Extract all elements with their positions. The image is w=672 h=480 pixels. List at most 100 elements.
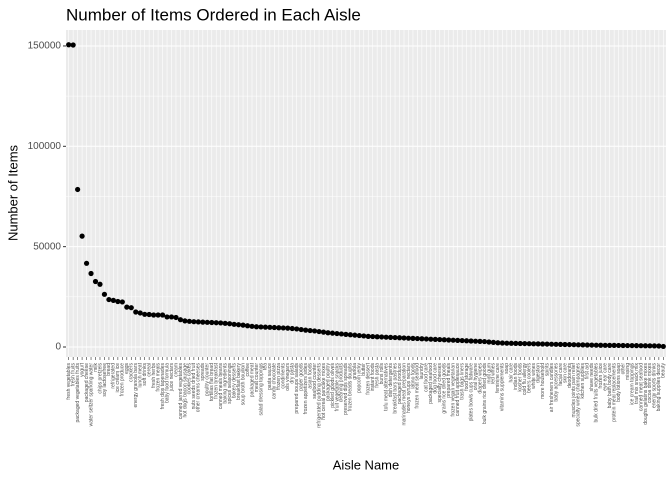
point bbox=[495, 340, 501, 346]
x-tick-label: first aid bbox=[585, 363, 591, 379]
x-tick-label: lunch meat bbox=[138, 362, 144, 387]
point bbox=[356, 332, 362, 339]
x-tick-label: laundry bbox=[419, 363, 425, 380]
point bbox=[240, 322, 246, 328]
y-tick-label: 0 bbox=[55, 342, 61, 353]
point bbox=[620, 342, 626, 349]
point bbox=[455, 337, 461, 343]
point bbox=[173, 314, 179, 321]
x-tick-label: soup broth bouillon bbox=[240, 363, 246, 405]
x-tick-label: missing bbox=[625, 363, 631, 380]
point bbox=[182, 318, 188, 324]
x-tick-label: prepared soups salads bbox=[294, 363, 300, 414]
x-tick-label: muscles joints pain relief bbox=[571, 362, 577, 417]
x-tick-label: air fresheners candles bbox=[549, 363, 555, 413]
x-tick-label: hot dogs bacon sausage bbox=[182, 363, 188, 418]
x-tick-label: trail mix snack mix bbox=[634, 363, 640, 404]
point bbox=[405, 335, 412, 341]
x-tick-label: frozen juice bbox=[598, 363, 604, 389]
point bbox=[155, 312, 161, 318]
x-tick-label: poultry counter bbox=[205, 363, 211, 396]
x-tick-label: prepared meals bbox=[446, 363, 452, 398]
x-tick-label: red wines bbox=[491, 363, 497, 385]
x-tick-label: spices seasonings bbox=[227, 363, 233, 404]
x-tick-label: frozen breads doughs bbox=[348, 363, 354, 412]
point bbox=[115, 298, 121, 305]
point bbox=[437, 336, 443, 343]
point bbox=[647, 343, 653, 349]
x-tick-label: specialty cheeses bbox=[437, 363, 443, 403]
x-tick-label: baking supplies decor bbox=[656, 363, 662, 412]
point bbox=[289, 325, 295, 332]
point bbox=[186, 318, 192, 324]
x-tick-label: cookies cakes bbox=[187, 363, 193, 395]
x-tick-label: kosher foods bbox=[518, 363, 524, 392]
x-tick-label: dish detergents bbox=[388, 363, 394, 398]
x-tick-label: eggs bbox=[124, 363, 130, 374]
x-tick-label: cereal bbox=[146, 363, 152, 377]
point bbox=[370, 333, 376, 340]
point bbox=[316, 328, 322, 335]
point bbox=[159, 312, 166, 318]
x-tick-label: bakery desserts bbox=[231, 363, 237, 399]
point bbox=[611, 342, 617, 348]
x-tick-label: facial care bbox=[558, 363, 564, 386]
y-tick-label: 150000 bbox=[28, 41, 62, 52]
point bbox=[477, 338, 483, 344]
point bbox=[508, 340, 514, 346]
point bbox=[535, 341, 541, 347]
x-tick-label: fresh pasta bbox=[375, 363, 381, 388]
point bbox=[244, 323, 251, 329]
x-tick-label: granola bbox=[352, 363, 358, 380]
point bbox=[401, 335, 407, 341]
x-tick-label: nuts seeds dried fruit bbox=[191, 362, 197, 409]
x-tick-label: plates bowls cups flatware bbox=[468, 363, 474, 422]
point bbox=[271, 324, 277, 331]
x-tick-label: paper goods bbox=[298, 363, 304, 391]
x-tick-label: chips pretzels bbox=[97, 363, 103, 394]
x-tick-label: ice cream toppings bbox=[629, 363, 635, 405]
point bbox=[374, 334, 380, 340]
point bbox=[459, 337, 465, 344]
x-tick-label: body lotions soap bbox=[616, 363, 622, 402]
point bbox=[513, 340, 519, 346]
x-tick-label: diapers wipes bbox=[477, 363, 483, 394]
point bbox=[66, 42, 72, 48]
point bbox=[106, 296, 112, 303]
point bbox=[544, 341, 550, 347]
x-tick-label: oils vinegars bbox=[285, 363, 291, 391]
x-tick-label: refrigerated pudding desserts bbox=[316, 363, 322, 429]
x-tick-label: dry pasta bbox=[290, 363, 296, 384]
point bbox=[642, 343, 649, 349]
point bbox=[428, 336, 434, 342]
x-tick-label: frozen vegan vegetarian bbox=[451, 363, 457, 417]
x-tick-label: doughs gelatins bake mixes bbox=[643, 363, 649, 425]
point bbox=[432, 336, 438, 342]
x-tick-label: baking ingredients bbox=[222, 363, 228, 404]
x-tick-label: canned jarred vegetables bbox=[178, 363, 184, 420]
x-tick-label: honeys syrups nectars bbox=[406, 363, 412, 414]
x-tick-label: energy sports drinks bbox=[652, 363, 658, 409]
point bbox=[133, 309, 139, 315]
x-tick-label: baby bath body care bbox=[607, 363, 613, 409]
point bbox=[414, 335, 421, 342]
x-tick-label: specialty wines champagnes bbox=[576, 363, 582, 427]
x-tick-label: refrigerated bbox=[111, 363, 117, 389]
chart-title: Number of Items Ordered in Each Aisle bbox=[66, 5, 361, 24]
point bbox=[218, 320, 224, 326]
point bbox=[571, 342, 577, 348]
x-tick-label: crackers bbox=[129, 363, 135, 382]
x-tick-label: cocoa drink mixes bbox=[647, 363, 653, 404]
point bbox=[589, 342, 595, 348]
point bbox=[151, 312, 157, 318]
point bbox=[379, 334, 385, 340]
x-tick-label: fresh dips tapenades bbox=[160, 363, 166, 410]
y-tick-label: 50000 bbox=[33, 241, 61, 252]
x-tick-label: tortillas flat bread bbox=[209, 363, 215, 401]
x-tick-label: baby food formula bbox=[164, 363, 170, 403]
point bbox=[267, 324, 273, 330]
x-tick-label: shave needs bbox=[589, 363, 595, 392]
point bbox=[88, 270, 94, 277]
point bbox=[294, 326, 300, 332]
point bbox=[177, 317, 184, 323]
